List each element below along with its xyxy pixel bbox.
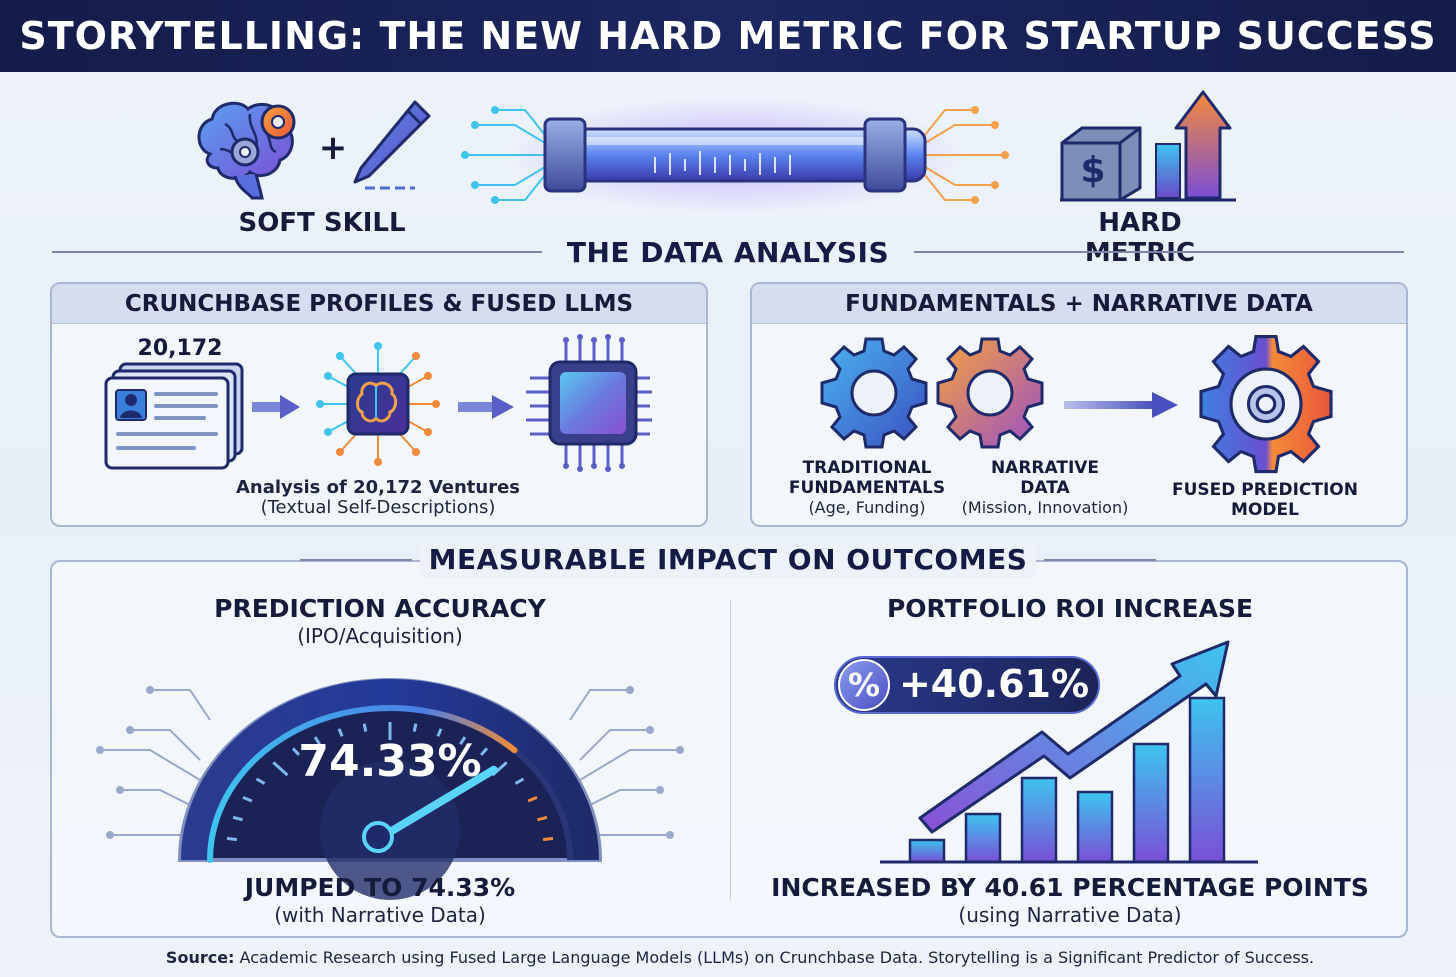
gauge-tick xyxy=(527,795,538,803)
gauge-tick xyxy=(537,815,548,822)
impact-divider-right xyxy=(1044,559,1156,561)
roi-title: PORTFOLIO ROI INCREASE xyxy=(886,594,1254,623)
gauge-tick xyxy=(242,795,253,803)
gauge-tick xyxy=(291,747,301,756)
trend-arrow xyxy=(918,640,1230,834)
growth-bar xyxy=(1076,790,1114,864)
traditional-sub: (Age, Funding) xyxy=(808,498,926,517)
gauge-tick xyxy=(313,736,321,745)
impact-column-divider xyxy=(730,600,731,900)
growth-bar xyxy=(1020,776,1058,864)
soft-skill-label: SOFT SKILL xyxy=(238,208,406,238)
gauge-tick xyxy=(255,777,266,785)
fused-model-label-2: MODEL xyxy=(1231,500,1299,520)
roi-growth-chart xyxy=(880,640,1258,864)
profile-count: 20,172 xyxy=(137,336,223,361)
growth-bar xyxy=(1188,696,1226,864)
data-analysis-title: THE DATA ANALYSIS xyxy=(566,236,890,269)
fused-gear-icon xyxy=(1199,334,1333,474)
impact-divider-left xyxy=(300,559,412,561)
percent-icon: % xyxy=(838,659,890,711)
growth-bar xyxy=(964,812,1002,864)
gauge-tick xyxy=(337,728,344,737)
plus-sign: + xyxy=(318,128,348,168)
gauge-value: 74.33% xyxy=(298,736,482,787)
arrow-right-icon xyxy=(458,395,514,419)
gauge-tick xyxy=(542,836,554,842)
profile-cards-icon xyxy=(104,362,244,470)
gauge-tick xyxy=(479,747,489,756)
processor-chip-icon xyxy=(526,334,652,472)
fused-model-label-1: FUSED PREDICTION xyxy=(1172,480,1358,500)
gauge-tick xyxy=(459,736,467,745)
narrative-label-2: DATA xyxy=(1020,478,1070,498)
accuracy-title: PREDICTION ACCURACY xyxy=(214,594,546,623)
traditional-label-2: FUNDAMENTALS xyxy=(788,478,946,498)
source-line: Source: Academic Research using Fused La… xyxy=(90,948,1390,967)
arrow-right-icon xyxy=(1064,392,1178,418)
hard-metric-label: HARD METRIC xyxy=(1084,208,1196,268)
gauge-tick xyxy=(272,761,289,777)
arrow-right-icon xyxy=(252,395,300,419)
crunchbase-panel-title: CRUNCHBASE PROFILES & FUSED LLMS xyxy=(52,284,706,324)
gauge-progress-arc xyxy=(207,705,518,863)
divider-left xyxy=(52,251,542,253)
money-growth-icon xyxy=(1060,90,1236,202)
gauge-tick xyxy=(232,815,243,822)
blue-gear-icon xyxy=(820,337,928,449)
gauge-needle xyxy=(376,765,498,842)
data-pipeline-icon xyxy=(461,97,1009,213)
narrative-label-1: NARRATIVE xyxy=(990,458,1100,478)
title-banner: STORYTELLING: THE NEW HARD METRIC FOR ST… xyxy=(0,0,1456,72)
impact-title-backdrop xyxy=(420,544,1036,578)
roi-value: +40.61% xyxy=(898,662,1090,706)
source-label: Source: xyxy=(165,948,235,967)
impact-title: MEASURABLE IMPACT ON OUTCOMES xyxy=(428,543,1028,576)
roi-footer: INCREASED BY 40.61 PERCENTAGE POINTS xyxy=(771,873,1369,902)
divider-right xyxy=(914,251,1404,253)
gauge-tick xyxy=(412,723,418,732)
source-text: Academic Research using Fused Large Lang… xyxy=(234,948,1315,967)
gauge-tick xyxy=(436,728,443,737)
accuracy-footer: JUMPED TO 74.33% xyxy=(244,873,516,902)
accuracy-gauge xyxy=(96,678,684,900)
roi-footer-sub: (using Narrative Data) xyxy=(958,903,1182,927)
traditional-label-1: TRADITIONAL xyxy=(802,458,932,478)
gauge-tick xyxy=(362,723,368,732)
gauge-tick xyxy=(226,836,238,842)
growth-bar xyxy=(1132,742,1170,864)
accuracy-footer-sub: (with Narrative Data) xyxy=(274,903,486,927)
ventures-caption-sub: (Textual Self-Descriptions) xyxy=(260,497,496,518)
gauge-tick xyxy=(514,777,525,785)
narrative-sub: (Mission, Innovation) xyxy=(961,498,1129,517)
fundamentals-panel-title: FUNDAMENTALS + NARRATIVE DATA xyxy=(752,284,1406,324)
page-title: STORYTELLING: THE NEW HARD METRIC FOR ST… xyxy=(19,14,1437,58)
dollar-sign: $ xyxy=(1080,150,1106,191)
ventures-caption: Analysis of 20,172 Ventures xyxy=(235,477,521,498)
brain-gears-icon xyxy=(197,101,296,200)
accuracy-subtitle: (IPO/Acquisition) xyxy=(297,624,463,648)
pen-icon xyxy=(353,100,431,190)
growth-bar xyxy=(908,838,946,864)
ai-brain-chip-icon xyxy=(316,342,440,466)
orange-gear-icon xyxy=(936,337,1044,449)
